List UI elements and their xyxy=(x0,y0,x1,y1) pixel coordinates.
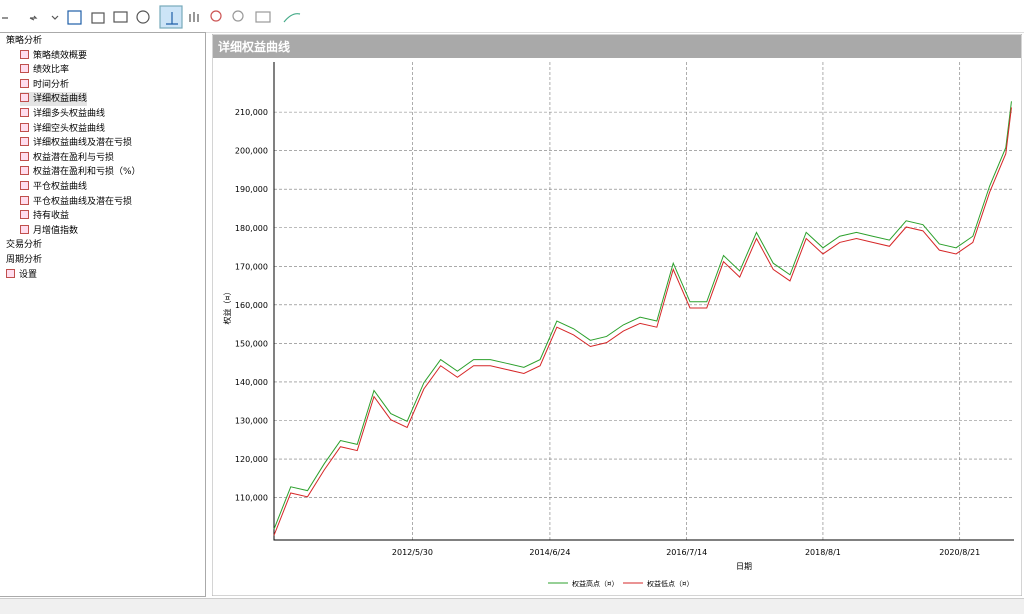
node-label: 详细空头权益曲线 xyxy=(33,123,106,134)
node-icon xyxy=(20,122,29,132)
y-tick-label: 110,000 xyxy=(235,494,268,503)
tree-item[interactable]: 详细空头权益曲线 xyxy=(20,122,105,136)
tree-item[interactable]: 持有收益 xyxy=(20,209,69,223)
settings-icon[interactable] xyxy=(136,10,150,24)
node-icon xyxy=(20,224,29,234)
node-icon xyxy=(20,166,29,176)
chart-title: 详细权益曲线 xyxy=(218,39,290,54)
tree-item[interactable]: 绩效比率 xyxy=(20,63,69,77)
node-icon xyxy=(20,64,29,74)
node-label: 详细多头权益曲线 xyxy=(33,109,106,119)
node-icon xyxy=(20,93,29,103)
y-tick-label: 140,000 xyxy=(235,378,268,387)
equity-line xyxy=(273,107,1012,536)
equity-line xyxy=(273,101,1012,530)
crosshair-icon xyxy=(166,12,178,25)
tree-item[interactable]: 详细多头权益曲线 xyxy=(20,107,105,121)
y-tick-label: 120,000 xyxy=(235,455,268,464)
tree-item[interactable]: 详细权益曲线及潜在亏损 xyxy=(20,136,132,150)
tree-item[interactable]: 平仓权益曲线及潜在亏损 xyxy=(20,195,132,209)
pan-icon[interactable] xyxy=(189,12,199,22)
zoom-out-icon[interactable] xyxy=(232,10,244,22)
chart-icon[interactable] xyxy=(283,13,301,23)
y-tick-label: 130,000 xyxy=(235,417,268,426)
node-label: 权益潜在盈利和亏损（%） xyxy=(33,167,141,178)
node-icon xyxy=(20,137,29,147)
status-bar xyxy=(0,598,1024,614)
legend-label: 权益低点（¤） xyxy=(647,579,693,588)
chart-panel: 详细权益曲线 日期 权益（¤） 110,000 120,000 130,000 140… xyxy=(212,34,1022,596)
node-label: 平仓权益曲线及潜在亏损 xyxy=(33,196,133,207)
node-icon xyxy=(20,49,29,59)
x-axis-label: 日期 xyxy=(736,562,752,571)
node-icon xyxy=(6,268,15,278)
node-icon xyxy=(20,108,29,117)
axes xyxy=(273,62,1014,541)
node-icon xyxy=(20,195,29,205)
node-icon xyxy=(20,181,29,190)
tree-group[interactable]: 设置 xyxy=(6,268,37,282)
tree-group[interactable]: 周期分析 xyxy=(6,253,42,267)
node-icon xyxy=(20,78,29,88)
dropdown[interactable] xyxy=(51,15,59,20)
legend-label: 权益高点（¤） xyxy=(572,579,618,588)
crosshair-button[interactable] xyxy=(159,5,183,29)
node-label: 策略分析 xyxy=(6,36,43,46)
node-label: 时间分析 xyxy=(33,79,70,90)
y-tick-label: 210,000 xyxy=(235,108,268,117)
y-tick-label: 180,000 xyxy=(235,224,268,233)
y-axis-label: 权益（¤） xyxy=(222,287,232,324)
tree-item[interactable]: 策略绩效概要 xyxy=(20,49,87,63)
node-label: 持有收益 xyxy=(33,211,70,222)
tree-item[interactable]: 时间分析 xyxy=(20,78,69,92)
toolbar xyxy=(0,0,1024,33)
node-label: 交易分析 xyxy=(6,240,43,251)
y-tick-label: 150,000 xyxy=(235,339,268,348)
tree-panel: 策略分析策略绩效概要 绩效比率时间分析详细权益曲线详细多头权益曲线 详细空头权益曲线… xyxy=(0,32,206,597)
y-tick-label: 190,000 xyxy=(235,185,268,194)
node-label: 设置 xyxy=(19,269,38,280)
x-tick-label: 2020/8/21 xyxy=(939,548,980,557)
node-icon xyxy=(20,151,29,161)
tree-item[interactable]: 权益潜在盈利与亏损 xyxy=(20,151,114,165)
tree-group[interactable]: 交易分析 xyxy=(6,238,42,252)
node-label: 权益潜在盈利与亏损 xyxy=(33,152,115,163)
tree-item[interactable]: 详细权益曲线 xyxy=(20,92,88,107)
copy-icon[interactable] xyxy=(91,12,105,24)
y-tick-label: 200,000 xyxy=(235,147,268,156)
tree-item[interactable]: 平仓权益曲线 xyxy=(20,180,87,194)
node-label: 详细权益曲线 xyxy=(33,94,88,105)
title-bar xyxy=(213,35,1021,58)
node-label: 绩效比率 xyxy=(33,65,70,76)
tree-group[interactable]: 策略分析 xyxy=(6,34,42,48)
node-label: 周期分析 xyxy=(6,255,43,265)
save-icon[interactable] xyxy=(67,10,82,25)
node-label: 详细权益曲线及潜在亏损 xyxy=(33,138,133,149)
fit-icon[interactable] xyxy=(255,11,271,23)
nav-arrows[interactable] xyxy=(2,15,38,21)
y-tick-label: 160,000 xyxy=(235,301,268,310)
print-icon[interactable] xyxy=(113,11,128,23)
node-label: 策略绩效概要 xyxy=(33,50,88,61)
x-tick-label: 2016/7/14 xyxy=(666,548,707,557)
x-tick-label: 2014/6/24 xyxy=(529,548,570,557)
node-label: 月增值指数 xyxy=(33,225,79,236)
x-tick-label: 2012/5/30 xyxy=(392,548,433,557)
y-tick-label: 170,000 xyxy=(235,262,268,271)
node-label: 平仓权益曲线 xyxy=(33,182,88,192)
tree-item[interactable]: 月增值指数 xyxy=(20,224,78,238)
zoom-in-icon[interactable] xyxy=(210,10,222,22)
node-icon xyxy=(20,210,29,220)
x-tick-label: 2018/8/1 xyxy=(805,548,841,557)
panel-frame xyxy=(212,34,1022,596)
tree-item[interactable]: 权益潜在盈利和亏损（%） xyxy=(20,165,141,179)
